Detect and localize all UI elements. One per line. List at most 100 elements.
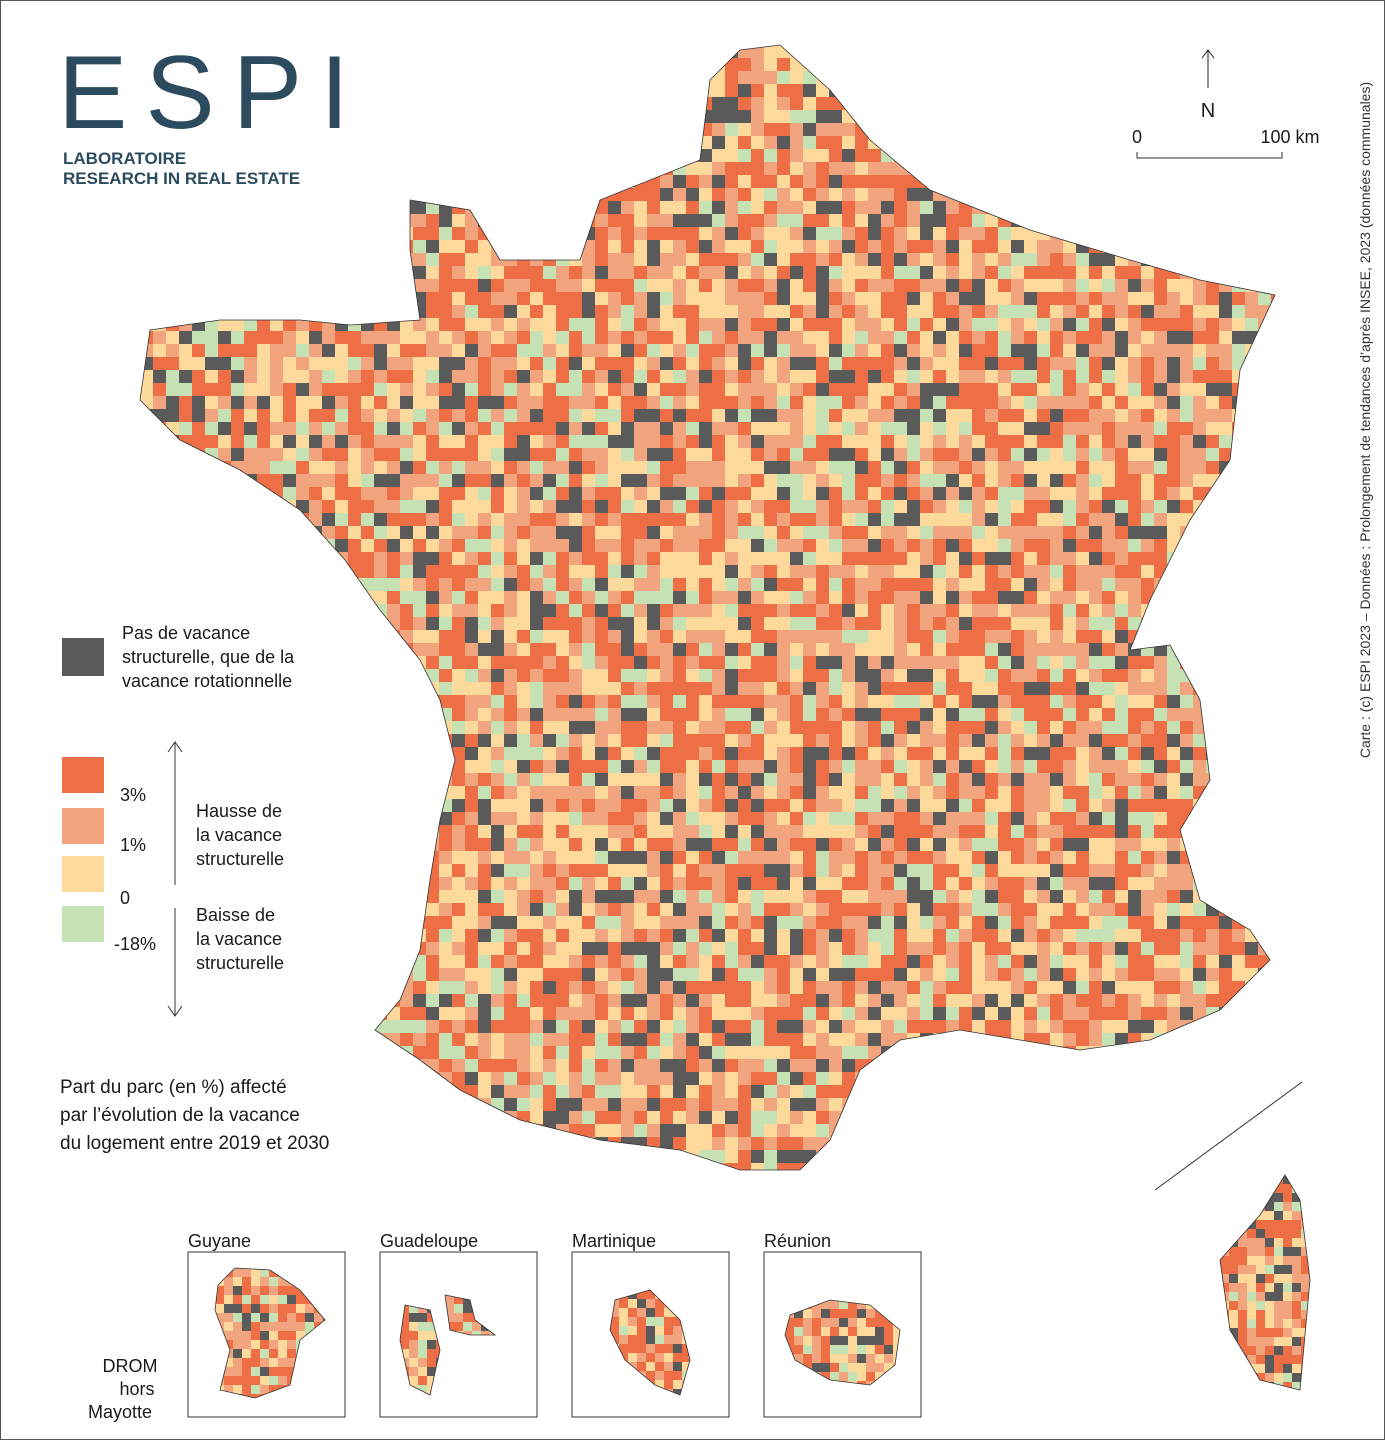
map-cell bbox=[725, 929, 739, 943]
map-cell bbox=[634, 877, 648, 891]
map-cell bbox=[738, 58, 752, 72]
map-cell bbox=[712, 656, 726, 670]
map-cell bbox=[777, 110, 791, 124]
map-cell bbox=[452, 669, 466, 683]
map-cell bbox=[673, 422, 687, 436]
map-cell bbox=[439, 916, 453, 930]
map-cell bbox=[842, 214, 856, 228]
map-cell bbox=[673, 305, 687, 319]
map-cell bbox=[777, 682, 791, 696]
map-cell bbox=[426, 240, 440, 254]
map-cell bbox=[855, 617, 869, 631]
map-cell bbox=[842, 513, 856, 527]
map-cell bbox=[660, 279, 674, 293]
map-cell bbox=[647, 461, 661, 475]
map-cell bbox=[686, 747, 700, 761]
map-cell bbox=[504, 318, 518, 332]
map-cell bbox=[712, 1007, 726, 1021]
map-cell bbox=[686, 552, 700, 566]
map-cell bbox=[803, 1007, 817, 1021]
map-cell bbox=[712, 955, 726, 969]
map-cell bbox=[166, 344, 180, 358]
map-cell bbox=[868, 162, 882, 176]
map-cell bbox=[673, 812, 687, 826]
map-cell bbox=[842, 981, 856, 995]
map-cell bbox=[764, 240, 778, 254]
map-cell bbox=[244, 383, 258, 397]
map-cell bbox=[348, 383, 362, 397]
map-cell bbox=[829, 812, 843, 826]
map-cell bbox=[764, 838, 778, 852]
map-cell bbox=[738, 97, 752, 111]
map-cell bbox=[829, 500, 843, 514]
map-cell bbox=[816, 734, 830, 748]
map-cell bbox=[517, 721, 531, 735]
map-cell bbox=[400, 539, 414, 553]
map-cell bbox=[582, 305, 596, 319]
map-cell bbox=[465, 422, 479, 436]
map-cell bbox=[634, 552, 648, 566]
map-cell bbox=[569, 630, 583, 644]
map-cell bbox=[244, 396, 258, 410]
map-cell bbox=[608, 1085, 622, 1099]
map-cell bbox=[348, 370, 362, 384]
map-cell bbox=[829, 214, 843, 228]
map-cell bbox=[530, 916, 544, 930]
map-cell bbox=[790, 695, 804, 709]
map-cell bbox=[491, 1033, 505, 1047]
map-cell bbox=[738, 487, 752, 501]
map-cell bbox=[868, 864, 882, 878]
map-cell bbox=[855, 747, 869, 761]
map-cell bbox=[738, 1085, 752, 1099]
map-cell bbox=[829, 1072, 843, 1086]
map-cell bbox=[582, 773, 596, 787]
map-cell bbox=[595, 318, 609, 332]
map-cell bbox=[751, 58, 765, 72]
map-cell bbox=[673, 435, 687, 449]
map-cell bbox=[647, 825, 661, 839]
map-cell bbox=[478, 409, 492, 423]
map-cell bbox=[478, 305, 492, 319]
map-cell bbox=[673, 877, 687, 891]
map-cell bbox=[712, 1046, 726, 1060]
map-cell bbox=[530, 292, 544, 306]
map-cell bbox=[712, 253, 726, 267]
map-cell bbox=[842, 500, 856, 514]
map-cell bbox=[855, 851, 869, 865]
map-cell bbox=[647, 877, 661, 891]
map-cell bbox=[712, 1111, 726, 1125]
map-cell bbox=[296, 487, 310, 501]
map-cell bbox=[426, 903, 440, 917]
map-cell bbox=[725, 1059, 739, 1073]
map-cell bbox=[712, 747, 726, 761]
map-cell bbox=[751, 786, 765, 800]
map-cell bbox=[647, 487, 661, 501]
map-cell bbox=[842, 448, 856, 462]
map-cell bbox=[426, 526, 440, 540]
map-cell bbox=[777, 84, 791, 98]
map-cell bbox=[530, 357, 544, 371]
map-cell bbox=[452, 552, 466, 566]
map-cell bbox=[413, 591, 427, 605]
map-cell bbox=[426, 955, 440, 969]
map-cell bbox=[699, 149, 713, 163]
map-cell bbox=[868, 409, 882, 423]
map-cell bbox=[296, 331, 310, 345]
map-cell bbox=[712, 773, 726, 787]
map-cell bbox=[400, 474, 414, 488]
map-cell bbox=[764, 422, 778, 436]
map-cell bbox=[699, 344, 713, 358]
map-cell bbox=[439, 838, 453, 852]
map-cell bbox=[738, 890, 752, 904]
map-cell bbox=[400, 500, 414, 514]
map-cell bbox=[478, 539, 492, 553]
map-cell bbox=[660, 929, 674, 943]
map-cell bbox=[491, 981, 505, 995]
map-cell bbox=[426, 305, 440, 319]
map-cell bbox=[881, 227, 895, 241]
map-cell bbox=[608, 617, 622, 631]
map-cell bbox=[790, 734, 804, 748]
map-cell bbox=[647, 994, 661, 1008]
map-cell bbox=[842, 149, 856, 163]
map-cell bbox=[478, 851, 492, 865]
